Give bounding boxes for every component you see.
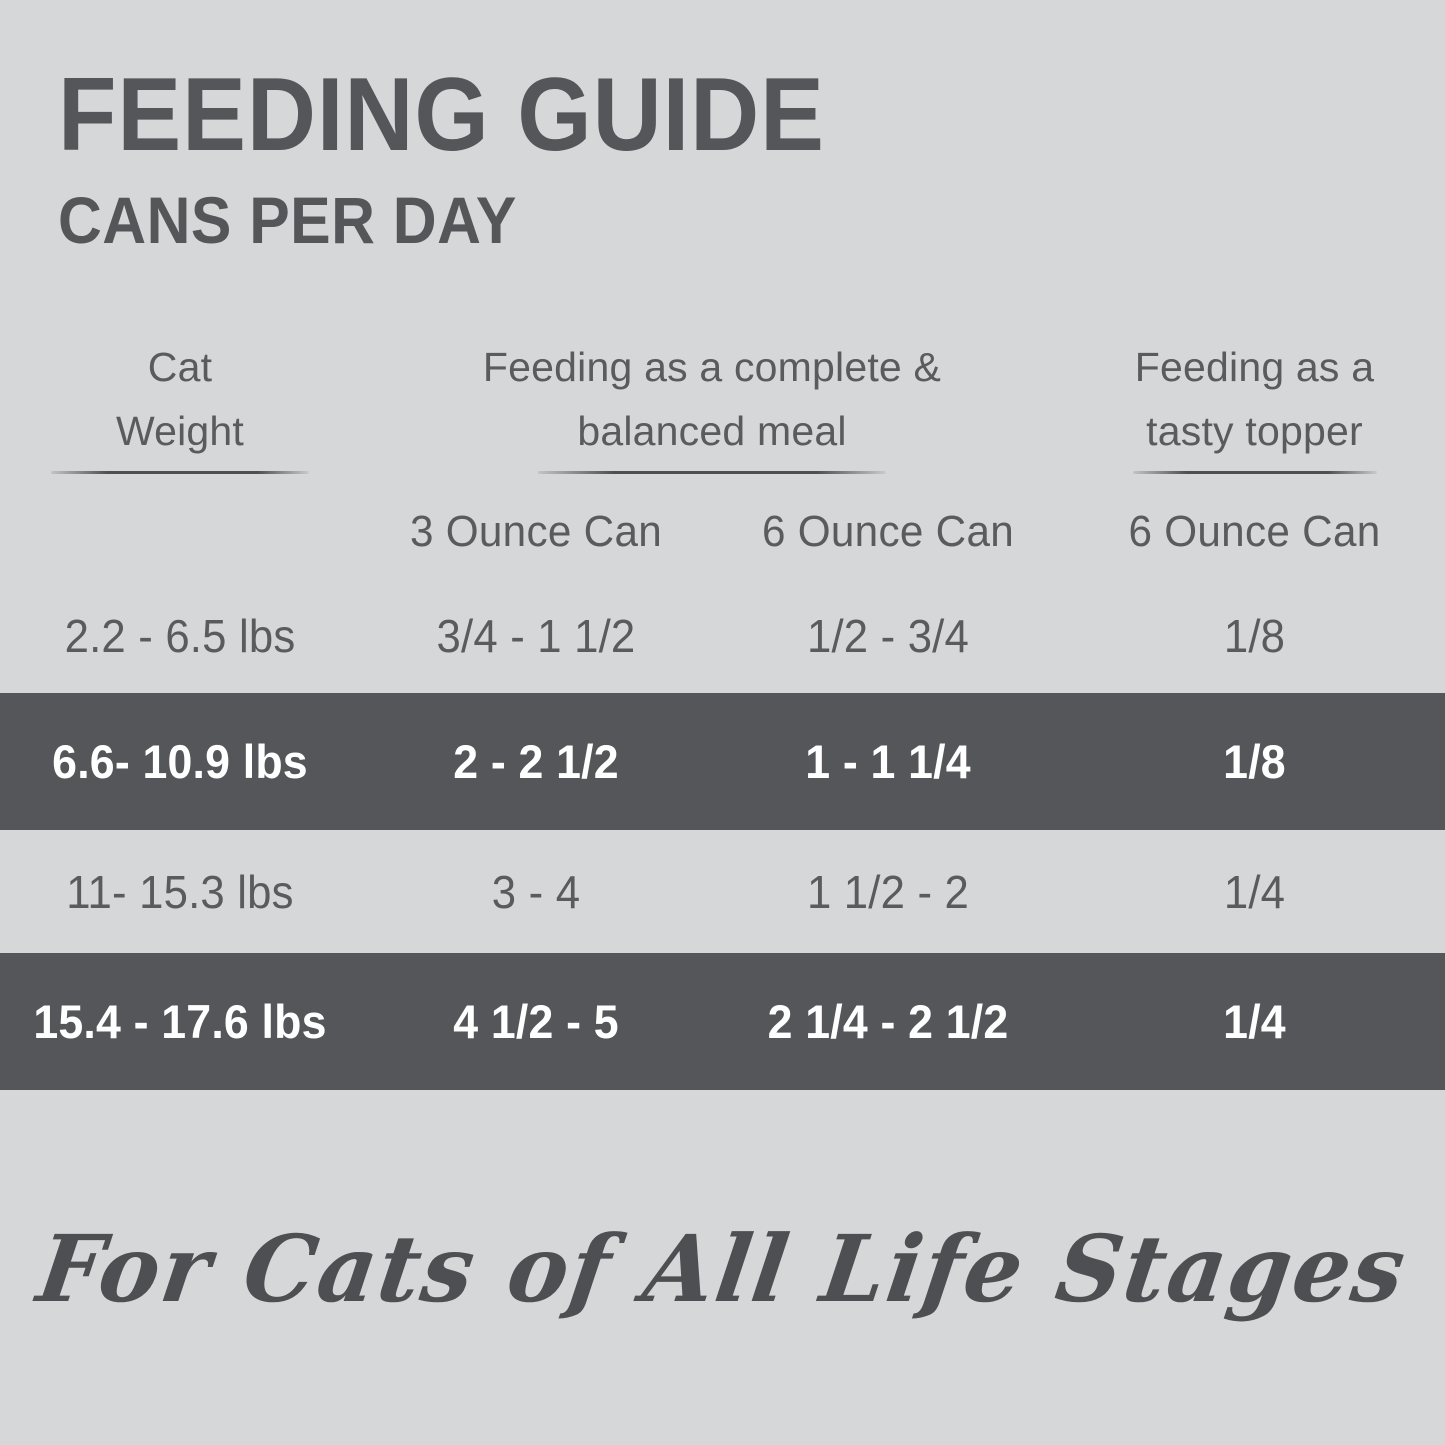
cell-complete-3oz-value: 2 - 2 1/2 xyxy=(453,735,619,788)
cell-topper-6oz-value: 1/4 xyxy=(1223,995,1286,1048)
cell-topper-6oz: 1/4 xyxy=(1064,865,1445,919)
table-row: 15.4 - 17.6 lbs 4 1/2 - 5 2 1/4 - 2 1/2 … xyxy=(0,953,1445,1090)
cell-weight: 11- 15.3 lbs xyxy=(0,865,360,919)
cell-complete-3oz: 2 - 2 1/2 xyxy=(360,734,712,789)
subheader-topper-6oz-label: 6 Ounce Can xyxy=(1128,507,1381,556)
tagline: For Cats of All Life Stages xyxy=(31,1215,1414,1323)
page-title: FEEDING GUIDE xyxy=(58,57,825,173)
group-header-complete-meal-line2: balanced meal xyxy=(577,407,847,454)
subheader-complete-3oz-label: 3 Ounce Can xyxy=(409,507,663,556)
group-header-tasty-topper-underline xyxy=(1132,471,1377,475)
footer: For Cats of All Life Stages xyxy=(0,1215,1445,1323)
group-header-complete-meal-underline xyxy=(538,471,886,475)
cell-weight-value: 2.2 - 6.5 lbs xyxy=(64,609,296,662)
cell-complete-6oz-value: 2 1/4 - 2 1/2 xyxy=(767,995,1009,1048)
cell-topper-6oz: 1/8 xyxy=(1064,734,1445,789)
table-row: 2.2 - 6.5 lbs 3/4 - 1 1/2 1/2 - 3/4 1/8 xyxy=(0,578,1445,693)
cell-complete-3oz: 4 1/2 - 5 xyxy=(360,994,712,1049)
cell-weight: 6.6- 10.9 lbs xyxy=(0,734,360,789)
cell-topper-6oz: 1/8 xyxy=(1064,609,1445,663)
cell-complete-6oz-value: 1 - 1 1/4 xyxy=(805,735,971,788)
feeding-table: Cat Weight Feeding as a complete & balan… xyxy=(0,330,1445,1090)
cell-complete-6oz: 1 1/2 - 2 xyxy=(712,865,1064,919)
cell-complete-3oz-value: 3/4 - 1 1/2 xyxy=(436,609,636,662)
table-row: 6.6- 10.9 lbs 2 - 2 1/2 1 - 1 1/4 1/8 xyxy=(0,693,1445,830)
page-subtitle: CANS PER DAY xyxy=(58,182,517,257)
group-header-tasty-topper: Feeding as a tasty topper xyxy=(1064,336,1445,475)
cell-weight: 2.2 - 6.5 lbs xyxy=(0,609,360,663)
group-header-cat-weight-line1: Cat xyxy=(147,344,213,390)
cell-complete-3oz: 3/4 - 1 1/2 xyxy=(360,609,712,663)
cell-weight: 15.4 - 17.6 lbs xyxy=(0,994,360,1049)
cell-complete-3oz: 3 - 4 xyxy=(360,865,712,919)
group-header-cat-weight: Cat Weight xyxy=(0,336,360,475)
group-header-cat-weight-line2: Weight xyxy=(115,407,245,454)
cell-complete-6oz: 1/2 - 3/4 xyxy=(712,609,1064,663)
cell-complete-6oz-value: 1/2 - 3/4 xyxy=(806,609,970,662)
subheader-complete-6oz: 6 Ounce Can xyxy=(712,507,1064,557)
group-header-cat-weight-underline xyxy=(51,471,309,475)
cell-complete-3oz-value: 3 - 4 xyxy=(491,865,581,918)
table-subheader-row: 3 Ounce Can 6 Ounce Can 6 Ounce Can xyxy=(0,486,1445,578)
cell-complete-6oz: 2 1/4 - 2 1/2 xyxy=(712,994,1064,1049)
subheader-topper-6oz: 6 Ounce Can xyxy=(1064,507,1445,557)
cell-complete-6oz-value: 1 1/2 - 2 xyxy=(806,865,970,918)
group-header-complete-meal-line1: Feeding as a complete & xyxy=(482,344,942,390)
title-block: FEEDING GUIDE CANS PER DAY xyxy=(58,57,1258,257)
subheader-complete-3oz: 3 Ounce Can xyxy=(360,507,712,557)
cell-topper-6oz-value: 1/8 xyxy=(1223,735,1286,788)
cell-topper-6oz-value: 1/8 xyxy=(1223,609,1286,662)
table-group-header-row: Cat Weight Feeding as a complete & balan… xyxy=(0,330,1445,486)
cell-weight-value: 6.6- 10.9 lbs xyxy=(52,735,308,788)
group-header-tasty-topper-line1: Feeding as a xyxy=(1134,344,1375,390)
cell-topper-6oz-value: 1/4 xyxy=(1223,865,1286,918)
cell-weight-value: 15.4 - 17.6 lbs xyxy=(33,995,327,1048)
cell-complete-3oz-value: 4 1/2 - 5 xyxy=(453,995,619,1048)
table-row: 11- 15.3 lbs 3 - 4 1 1/2 - 2 1/4 xyxy=(0,830,1445,953)
group-header-tasty-topper-line2: tasty topper xyxy=(1146,407,1363,454)
subheader-complete-6oz-label: 6 Ounce Can xyxy=(761,507,1015,556)
cell-topper-6oz: 1/4 xyxy=(1064,994,1445,1049)
cell-weight-value: 11- 15.3 lbs xyxy=(66,865,294,918)
cell-complete-6oz: 1 - 1 1/4 xyxy=(712,734,1064,789)
group-header-complete-meal: Feeding as a complete & balanced meal xyxy=(360,336,1064,475)
